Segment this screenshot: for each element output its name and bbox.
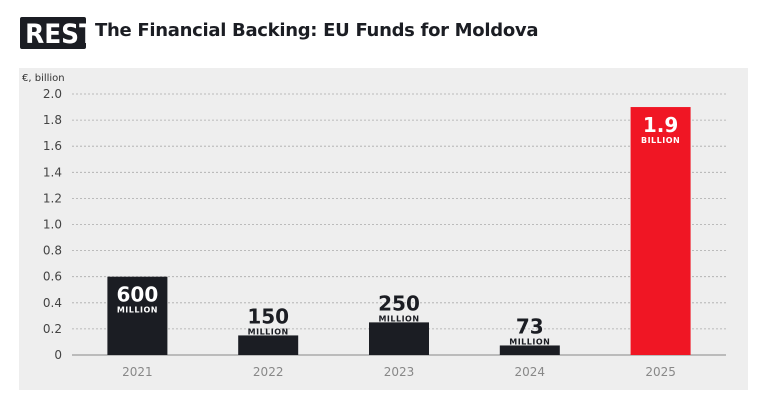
- y-tick-label: 0.8: [43, 244, 62, 258]
- y-tick-label: 2.0: [43, 87, 62, 101]
- y-tick-label: 1.0: [43, 218, 62, 232]
- y-tick-label: 1.2: [43, 191, 62, 205]
- y-tick-label: 0: [54, 348, 62, 362]
- bar-2024: [499, 345, 560, 355]
- data-label-unit-2021: MILLION: [117, 306, 158, 315]
- data-label-value-2023: 250: [378, 291, 420, 315]
- bar-2023: [369, 322, 429, 355]
- bar-2025: [630, 107, 691, 355]
- data-label-value-2022: 150: [247, 304, 289, 328]
- data-label-unit-2023: MILLION: [378, 314, 419, 323]
- data-label-value-2021: 600: [117, 283, 159, 307]
- data-label-value-2024: 73: [516, 314, 544, 338]
- rest-logo: REST: [20, 17, 96, 50]
- data-label-unit-2024: MILLION: [509, 337, 550, 346]
- y-tick-label: 1.4: [43, 165, 62, 179]
- data-label-unit-2025: BILLION: [641, 136, 680, 145]
- x-tick-label-2025: 2025: [645, 365, 676, 379]
- data-label-unit-2022: MILLION: [248, 327, 289, 336]
- x-tick-label-2021: 2021: [122, 365, 153, 379]
- logo-text: REST: [25, 19, 97, 50]
- y-axis-label: €, billion: [22, 73, 65, 84]
- x-tick-label-2023: 2023: [384, 365, 415, 379]
- x-tick-label-2022: 2022: [253, 365, 284, 379]
- y-tick-label: 0.4: [43, 296, 62, 310]
- x-tick-label-2024: 2024: [515, 365, 546, 379]
- bar-2021: [107, 276, 168, 355]
- data-label-value-2025: 1.9: [643, 113, 678, 137]
- y-tick-label: 0.2: [43, 322, 62, 336]
- y-tick-label: 0.6: [43, 270, 62, 284]
- bar-2022: [238, 335, 299, 355]
- chart-title: The Financial Backing: EU Funds for Mold…: [95, 20, 539, 41]
- y-tick-label: 1.6: [43, 139, 62, 153]
- y-tick-label: 1.8: [43, 113, 62, 127]
